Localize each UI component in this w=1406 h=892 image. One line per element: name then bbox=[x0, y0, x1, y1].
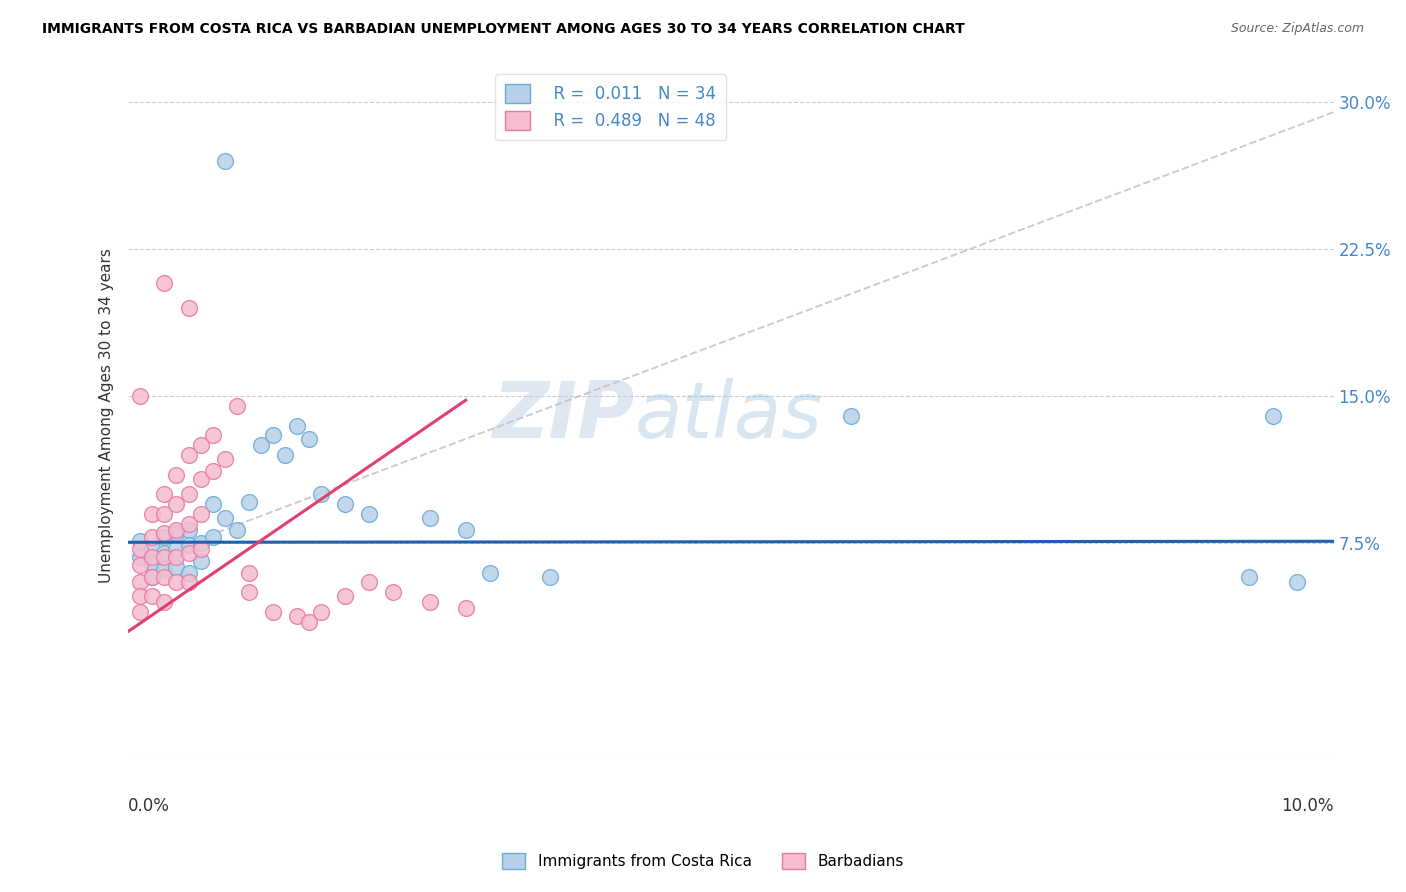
Point bbox=[153, 562, 176, 576]
Point bbox=[141, 556, 163, 570]
Point bbox=[141, 549, 163, 564]
Point bbox=[141, 507, 163, 521]
Text: 10.0%: 10.0% bbox=[1281, 797, 1333, 814]
Point bbox=[1286, 575, 1309, 590]
Point bbox=[153, 530, 176, 544]
Point bbox=[177, 487, 200, 501]
Point bbox=[419, 595, 441, 609]
Point bbox=[177, 448, 200, 462]
Point bbox=[166, 575, 188, 590]
Text: 0.0%: 0.0% bbox=[128, 797, 170, 814]
Point bbox=[166, 559, 188, 574]
Point bbox=[129, 534, 152, 549]
Point bbox=[166, 497, 188, 511]
Point bbox=[1237, 569, 1260, 583]
Point bbox=[841, 409, 863, 423]
Point bbox=[141, 569, 163, 583]
Text: Source: ZipAtlas.com: Source: ZipAtlas.com bbox=[1230, 22, 1364, 36]
Point bbox=[177, 523, 200, 537]
Point bbox=[359, 575, 381, 590]
Point bbox=[250, 438, 273, 452]
Point bbox=[262, 428, 284, 442]
Point bbox=[177, 546, 200, 560]
Point bbox=[214, 154, 236, 169]
Point bbox=[335, 589, 357, 603]
Point bbox=[190, 536, 212, 550]
Point bbox=[285, 418, 308, 433]
Point bbox=[478, 566, 501, 580]
Point bbox=[129, 575, 152, 590]
Point bbox=[201, 530, 224, 544]
Point bbox=[166, 542, 188, 557]
Point bbox=[454, 601, 477, 615]
Point bbox=[177, 516, 200, 531]
Point bbox=[214, 510, 236, 524]
Point bbox=[382, 585, 405, 599]
Text: atlas: atlas bbox=[634, 378, 823, 454]
Point bbox=[153, 546, 176, 560]
Point bbox=[141, 589, 163, 603]
Point bbox=[153, 276, 176, 290]
Point bbox=[153, 526, 176, 541]
Point bbox=[166, 549, 188, 564]
Point bbox=[190, 438, 212, 452]
Text: ZIP: ZIP bbox=[492, 378, 634, 454]
Point bbox=[153, 507, 176, 521]
Point bbox=[454, 523, 477, 537]
Point bbox=[238, 585, 260, 599]
Point bbox=[274, 448, 297, 462]
Point bbox=[129, 389, 152, 403]
Point bbox=[214, 452, 236, 467]
Point bbox=[190, 507, 212, 521]
Point bbox=[335, 497, 357, 511]
Point bbox=[190, 554, 212, 568]
Y-axis label: Unemployment Among Ages 30 to 34 years: Unemployment Among Ages 30 to 34 years bbox=[100, 249, 114, 583]
Point bbox=[141, 569, 163, 583]
Point bbox=[141, 530, 163, 544]
Point bbox=[538, 569, 561, 583]
Point bbox=[285, 608, 308, 623]
Point bbox=[1263, 409, 1285, 423]
Point bbox=[201, 497, 224, 511]
Point bbox=[166, 523, 188, 537]
Point bbox=[201, 464, 224, 478]
Point bbox=[129, 549, 152, 564]
Legend:   R =  0.011   N = 34,   R =  0.489   N = 48: R = 0.011 N = 34, R = 0.489 N = 48 bbox=[495, 74, 725, 140]
Legend: Immigrants from Costa Rica, Barbadians: Immigrants from Costa Rica, Barbadians bbox=[496, 847, 910, 875]
Point bbox=[129, 542, 152, 557]
Point bbox=[141, 542, 163, 557]
Point bbox=[177, 538, 200, 552]
Point bbox=[177, 566, 200, 580]
Point bbox=[129, 605, 152, 619]
Point bbox=[201, 428, 224, 442]
Text: IMMIGRANTS FROM COSTA RICA VS BARBADIAN UNEMPLOYMENT AMONG AGES 30 TO 34 YEARS C: IMMIGRANTS FROM COSTA RICA VS BARBADIAN … bbox=[42, 22, 965, 37]
Point bbox=[190, 542, 212, 557]
Point bbox=[190, 472, 212, 486]
Point bbox=[298, 615, 321, 629]
Point bbox=[153, 549, 176, 564]
Point bbox=[309, 605, 332, 619]
Point bbox=[129, 589, 152, 603]
Point bbox=[419, 510, 441, 524]
Point bbox=[225, 523, 247, 537]
Point bbox=[309, 487, 332, 501]
Point bbox=[359, 507, 381, 521]
Point bbox=[298, 433, 321, 447]
Point bbox=[262, 605, 284, 619]
Point bbox=[166, 467, 188, 482]
Point bbox=[153, 487, 176, 501]
Point bbox=[238, 566, 260, 580]
Point bbox=[153, 595, 176, 609]
Point bbox=[166, 526, 188, 541]
Point bbox=[129, 558, 152, 572]
Point bbox=[225, 399, 247, 413]
Point bbox=[177, 575, 200, 590]
Point bbox=[153, 569, 176, 583]
Point bbox=[177, 301, 200, 315]
Point bbox=[238, 495, 260, 509]
